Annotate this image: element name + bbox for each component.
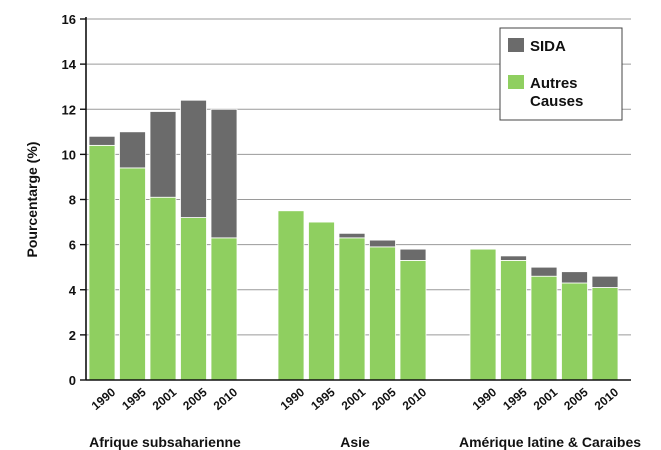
bar-segment-autres-causes	[308, 221, 335, 381]
y-tick-label: 4	[69, 283, 77, 298]
x-category-label: 1990	[89, 385, 119, 413]
bar-segment-sida	[500, 255, 527, 261]
legend-swatch-sida	[508, 38, 524, 52]
x-category-label: 1995	[308, 385, 338, 413]
bar-segment-autres-causes	[338, 237, 366, 381]
x-category-label: 2005	[369, 385, 399, 413]
bar-segment-autres-causes	[530, 275, 558, 381]
y-tick-label: 8	[69, 193, 76, 208]
bar-segment-sida	[119, 131, 146, 169]
legend-swatch-autres-causes	[508, 75, 524, 89]
bar-segment-sida	[180, 99, 207, 218]
x-category-label: 1995	[500, 385, 530, 413]
bar-segment-autres-causes	[399, 260, 427, 381]
y-tick-label: 16	[62, 12, 76, 27]
x-category-label: 1990	[470, 385, 500, 413]
axes	[80, 17, 631, 381]
y-tick-label: 10	[62, 147, 76, 162]
bars	[88, 99, 619, 381]
bar-segment-autres-causes	[591, 287, 619, 381]
bar-segment-autres-causes	[277, 210, 305, 381]
bar-segment-sida	[338, 232, 366, 239]
x-category-label: 2010	[592, 385, 622, 413]
group-label: Asie	[340, 434, 370, 450]
bar-segment-autres-causes	[180, 217, 207, 381]
bar-segment-sida	[591, 275, 619, 288]
bar-segment-sida	[149, 111, 177, 198]
bar-segment-sida	[561, 271, 588, 284]
legend-box	[499, 27, 623, 121]
y-tick-label: 12	[62, 102, 76, 117]
x-category-label: 2001	[531, 385, 561, 413]
x-category-label: 2010	[400, 385, 430, 413]
bar-segment-autres-causes	[469, 248, 497, 381]
legend: SIDA Autres Causes	[499, 27, 623, 121]
group-label: Afrique subsaharienne	[89, 434, 241, 450]
y-tick-label: 6	[69, 238, 76, 253]
y-tick-label: 0	[69, 373, 76, 388]
x-category-label: 1995	[119, 385, 149, 413]
bar-segment-autres-causes	[210, 237, 238, 381]
x-category-label: 2005	[561, 385, 591, 413]
bar-segment-autres-causes	[500, 260, 527, 381]
x-category-labels: 1990 1995 2001 2005 2010 1990 1995 2001 2005 2010…	[89, 385, 622, 413]
x-category-label: 2001	[150, 385, 180, 413]
x-category-label: 1990	[278, 385, 308, 413]
y-axis-title: Pourcentarge (%)	[24, 142, 40, 258]
y-tick-label: 14	[62, 57, 77, 72]
bar-segment-autres-causes	[561, 282, 588, 381]
legend-label-autres-causes: Autres Causes	[530, 75, 583, 110]
y-tick-labels: 0 2 4 6 8 10 12 14 16	[62, 12, 77, 388]
bar-segment-sida	[88, 135, 116, 146]
bar-segment-autres-causes	[369, 246, 396, 381]
x-category-label: 2010	[211, 385, 241, 413]
legend-label-sida: SIDA	[530, 38, 566, 55]
y-tick-label: 2	[69, 328, 76, 343]
bar-segment-autres-causes	[88, 144, 116, 381]
bar-segment-sida	[530, 266, 558, 277]
bar-segment-sida	[210, 108, 238, 239]
group-label: Amérique latine & Caraibes	[459, 434, 641, 450]
bar-segment-sida	[399, 248, 427, 261]
x-category-label: 2005	[180, 385, 210, 413]
bar-segment-sida	[369, 239, 396, 248]
bar-segment-autres-causes	[149, 196, 177, 381]
bar-segment-autres-causes	[119, 167, 146, 381]
x-category-label: 2001	[339, 385, 369, 413]
group-labels: Afrique subsaharienne Asie Amérique latine…	[89, 434, 641, 450]
